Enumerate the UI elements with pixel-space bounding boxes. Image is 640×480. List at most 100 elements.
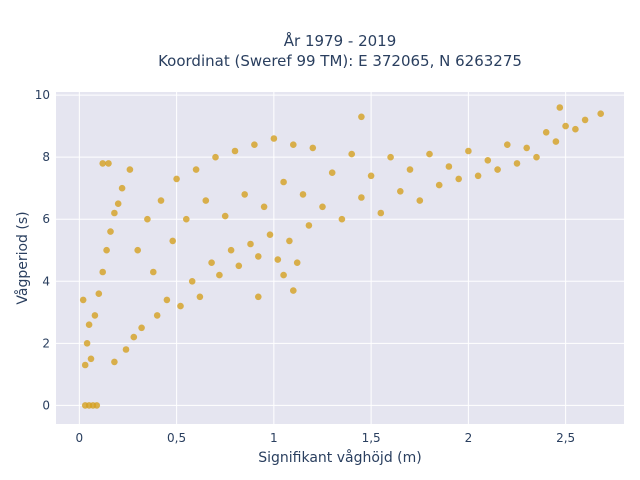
scatter-point (597, 110, 604, 117)
scatter-point (99, 160, 106, 167)
x-tick-label: 1 (270, 431, 278, 445)
scatter-point (358, 194, 365, 201)
chart-title-line2: Koordinat (Sweref 99 TM): E 372065, N 62… (158, 52, 522, 70)
scatter-point (406, 166, 414, 173)
scatter-point (358, 113, 365, 121)
scatter-point (103, 246, 110, 254)
scatter-point (134, 246, 141, 254)
scatter-point (494, 166, 501, 173)
scatter-point (231, 147, 239, 155)
scatter-point (130, 333, 138, 341)
scatter-point (157, 197, 165, 204)
scatter-point (290, 287, 297, 294)
scatter-point (319, 203, 326, 211)
scatter-point (280, 178, 287, 186)
scatter-point (556, 104, 564, 111)
scatter-point (126, 166, 134, 173)
scatter-point (523, 144, 530, 152)
scatter-point (122, 346, 130, 353)
scatter-point (192, 166, 200, 173)
scatter-point (85, 321, 93, 329)
scatter-point (254, 253, 262, 260)
scatter-point (99, 268, 106, 276)
y-tick-label: 2 (42, 336, 50, 350)
scatter-point (348, 150, 356, 158)
scatter-point (445, 163, 453, 170)
scatter-point (111, 209, 118, 217)
scatter-point (251, 141, 258, 148)
scatter-point (387, 153, 394, 161)
scatter-point (290, 141, 297, 148)
scatter-point (196, 293, 204, 301)
scatter-point (87, 355, 95, 363)
scatter-point (247, 240, 254, 248)
scatter-point (91, 312, 99, 319)
scatter-point (221, 212, 229, 220)
scatter-point (177, 302, 184, 310)
scatter-point (397, 188, 404, 195)
scatter-point (286, 237, 293, 245)
scatter-point (81, 361, 89, 369)
plot-area (56, 92, 624, 424)
scatter-point (474, 172, 482, 180)
scatter-point (241, 191, 248, 198)
scatter-point (270, 135, 278, 142)
scatter-point (93, 402, 101, 409)
y-tick-label: 4 (42, 274, 50, 288)
grid-lines (56, 92, 624, 424)
scatter-point (153, 312, 161, 319)
scatter-point (107, 228, 114, 235)
scatter-point (533, 153, 540, 161)
scatter-point (138, 324, 145, 332)
scatter-point (260, 203, 268, 211)
scatter-point (254, 293, 262, 301)
scatter-point (173, 175, 180, 183)
x-tick-label: 2,5 (556, 431, 575, 445)
scatter-point (455, 175, 463, 183)
scatter-point (328, 169, 336, 176)
x-tick-label: 2 (465, 431, 473, 445)
scatter-point (416, 197, 424, 204)
scatter-point (144, 215, 151, 223)
scatter-point (562, 122, 569, 130)
scatter-point (169, 237, 176, 245)
data-points (79, 104, 604, 409)
scatter-point (367, 172, 375, 180)
scatter-point (266, 231, 274, 238)
scatter-point (118, 184, 126, 192)
chart-title-line1: År 1979 - 2019 (284, 31, 397, 50)
scatter-point (299, 191, 307, 198)
scatter-point (484, 157, 492, 164)
scatter-point (216, 271, 223, 279)
scatter-point (235, 262, 243, 270)
scatter-point (105, 160, 112, 167)
scatter-point (208, 259, 215, 267)
y-tick-label: 8 (42, 150, 50, 164)
tick-labels: 0 0,5 1 1,5 2 2,5 0 2 4 6 8 10 (35, 88, 575, 445)
y-tick-label: 10 (35, 88, 50, 102)
y-tick-label: 6 (42, 212, 50, 226)
x-tick-label: 0,5 (167, 431, 186, 445)
scatter-point (114, 200, 122, 207)
scatter-point (552, 138, 560, 145)
scatter-point (542, 129, 550, 136)
scatter-point (280, 271, 287, 279)
x-axis-title: Signifikant våghöjd (m) (258, 449, 421, 466)
scatter-point (435, 181, 443, 189)
x-tick-label: 1,5 (362, 431, 381, 445)
scatter-point (274, 256, 282, 263)
scatter-point (426, 150, 433, 158)
y-axis-title: Vågperiod (s) (14, 211, 31, 304)
scatter-point (309, 144, 317, 152)
scatter-point (305, 222, 313, 229)
scatter-point (465, 147, 472, 155)
scatter-point (111, 358, 118, 366)
scatter-point (504, 141, 511, 148)
scatter-point (377, 209, 385, 217)
scatter-point (338, 215, 346, 223)
scatter-point (581, 116, 589, 124)
y-tick-label: 0 (42, 398, 50, 412)
scatter-point (95, 290, 103, 298)
scatter-point (183, 215, 190, 223)
